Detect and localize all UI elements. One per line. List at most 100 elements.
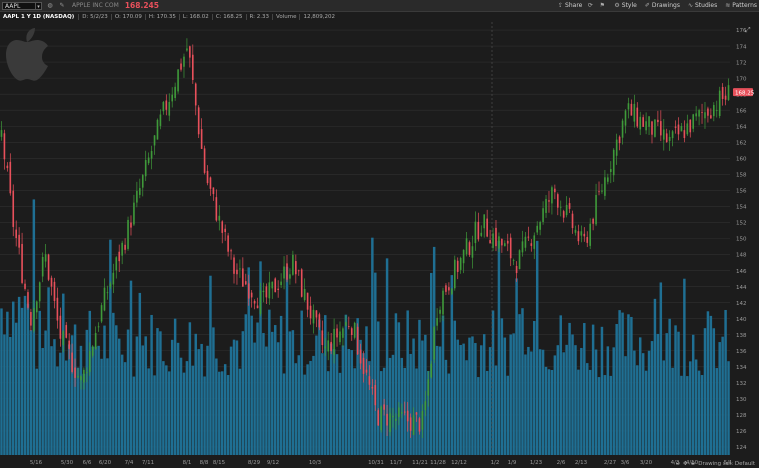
volume-bar bbox=[297, 355, 301, 455]
candle-body bbox=[636, 107, 639, 127]
x-axis-label: 10/31 bbox=[368, 460, 384, 466]
volume-bar bbox=[185, 361, 189, 455]
drawings-button[interactable]: ✐ Drawings bbox=[644, 2, 680, 9]
candle-body bbox=[127, 219, 129, 249]
candle-body bbox=[230, 250, 232, 252]
volume-bar bbox=[179, 357, 183, 455]
candle-body bbox=[695, 113, 697, 117]
candle-body bbox=[595, 194, 597, 225]
info-date: D: 5/2/23 bbox=[78, 13, 111, 20]
volume-bar bbox=[88, 310, 92, 455]
volume-bar bbox=[368, 361, 371, 455]
style-button[interactable]: ⚙ Style bbox=[614, 2, 637, 9]
candle-body bbox=[194, 83, 197, 106]
volume-bar bbox=[636, 365, 639, 455]
volume-bar bbox=[691, 334, 695, 455]
volume-bar bbox=[427, 371, 430, 455]
info-range: R: 2.33 bbox=[245, 13, 273, 20]
candle-body bbox=[244, 281, 247, 285]
candle-body bbox=[3, 133, 6, 160]
studies-button[interactable]: ∿ Studies bbox=[687, 2, 718, 9]
drawing-set-label[interactable]: Drawing set: Default bbox=[698, 461, 755, 467]
volume-bar bbox=[294, 363, 298, 455]
volume-bar bbox=[444, 359, 448, 455]
flag-icon[interactable]: ⚑ bbox=[599, 1, 606, 9]
candle-body bbox=[203, 148, 206, 173]
candle-body bbox=[162, 102, 165, 112]
volume-bar bbox=[465, 360, 468, 455]
candle-body bbox=[439, 309, 441, 314]
volume-bar bbox=[135, 336, 139, 455]
volume-bar bbox=[218, 371, 221, 455]
volume-bar bbox=[253, 342, 256, 455]
candle-body bbox=[6, 165, 9, 169]
candle-body bbox=[186, 48, 188, 51]
candle-body bbox=[662, 129, 665, 140]
candle-body bbox=[309, 305, 312, 319]
x-axis-label: 11/28 bbox=[430, 460, 446, 466]
candle-body bbox=[433, 327, 435, 360]
zoom-in-icon[interactable]: ⊕ bbox=[690, 461, 696, 467]
volume-bar bbox=[173, 318, 177, 455]
pan-icon[interactable]: ✥ bbox=[683, 461, 688, 467]
candle-body bbox=[289, 274, 291, 279]
volume-bar bbox=[303, 374, 306, 455]
x-axis-label: 7/11 bbox=[142, 460, 154, 466]
candle-body bbox=[197, 107, 200, 135]
volume-bar bbox=[544, 366, 548, 455]
x-axis-label: 1/2 bbox=[491, 460, 500, 466]
link-icon[interactable]: ◍ bbox=[47, 1, 53, 9]
symbol-input[interactable]: AAPL bbox=[2, 1, 36, 10]
candle-body bbox=[38, 282, 41, 302]
candle-body bbox=[589, 223, 591, 246]
sync-icon[interactable]: ⟳ bbox=[587, 1, 593, 9]
info-open: O: 170.09 bbox=[110, 13, 145, 20]
zoom-out-icon[interactable]: ⊖ bbox=[675, 461, 681, 467]
volume-bar bbox=[377, 321, 380, 455]
volume-bar bbox=[67, 344, 71, 455]
candle-body bbox=[577, 231, 580, 242]
volume-bar bbox=[324, 315, 327, 455]
symbol-dropdown[interactable]: ▾ bbox=[36, 1, 42, 10]
candle-body bbox=[483, 214, 486, 229]
edit-icon[interactable]: ✎ bbox=[59, 1, 65, 9]
candle-body bbox=[459, 257, 462, 270]
y-axis-label: 134 bbox=[736, 365, 747, 371]
candle-body bbox=[568, 203, 571, 209]
patterns-button[interactable]: ≋ Patterns bbox=[725, 2, 757, 9]
candle-body bbox=[565, 204, 568, 216]
candle-body bbox=[403, 411, 406, 413]
candle-body bbox=[303, 288, 306, 301]
candle-body bbox=[353, 322, 356, 338]
candle-body bbox=[686, 123, 689, 135]
candle-body bbox=[318, 314, 321, 328]
candle-body bbox=[648, 116, 650, 127]
volume-bar bbox=[724, 309, 727, 455]
volume-bar bbox=[117, 338, 121, 455]
share-button[interactable]: ⇪ Share bbox=[558, 2, 583, 9]
candle-body bbox=[256, 305, 259, 309]
volume-bar bbox=[247, 267, 250, 455]
y-axis-label: 140 bbox=[736, 317, 747, 323]
volume-bar bbox=[553, 355, 557, 455]
candle-body bbox=[492, 233, 494, 248]
volume-bar bbox=[394, 313, 398, 455]
chart-tools: ⇪ Share ⟳ ⚑ ⚙ Style ✐ Drawings ∿ Studies ≋ Pa… bbox=[550, 0, 757, 11]
volume-bar bbox=[594, 349, 598, 455]
info-low: L: 168.02 bbox=[178, 13, 212, 20]
candle-body bbox=[133, 202, 135, 225]
candle-body bbox=[436, 317, 438, 326]
volume-bar bbox=[6, 311, 9, 455]
candle-body bbox=[165, 100, 168, 110]
volume-bar bbox=[653, 298, 657, 455]
candle-body bbox=[539, 222, 541, 230]
zoom-icon[interactable]: ⤢ bbox=[745, 26, 751, 34]
candle-body bbox=[59, 315, 62, 339]
volume-bar bbox=[580, 348, 583, 455]
candle-body bbox=[671, 131, 674, 139]
candle-body bbox=[630, 103, 633, 116]
candle-body bbox=[221, 221, 224, 233]
patterns-icon: ≋ bbox=[725, 2, 731, 9]
candle-body bbox=[715, 109, 718, 111]
